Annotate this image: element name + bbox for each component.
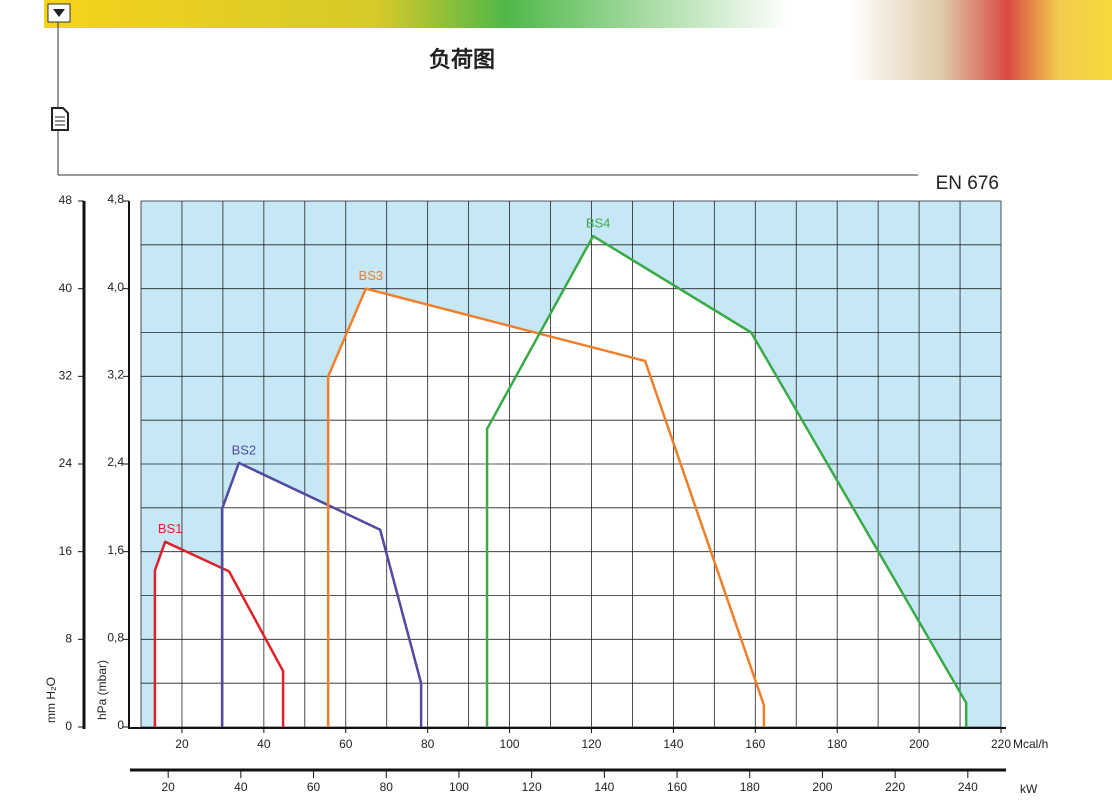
x-tick-label: 140 (663, 737, 683, 751)
load-curve (220, 461, 423, 727)
load-curve (326, 287, 766, 727)
x2-tick-label: 200 (812, 780, 832, 794)
y-tick-label: 3,2 (107, 368, 124, 382)
y-tick-label: 4,0 (107, 280, 124, 294)
series-label: BS3 (359, 268, 384, 283)
page-title: 负荷图 (429, 47, 495, 72)
header-image (850, 0, 1112, 80)
x-tick-label: 160 (745, 737, 765, 751)
x-tick-label: 100 (500, 737, 520, 751)
y2-tick-label: 32 (59, 369, 73, 383)
y2-tick-label: 24 (59, 456, 73, 470)
y2-tick-label: 48 (59, 193, 73, 207)
x-tick-label: 120 (581, 737, 601, 751)
y2-tick-label: 16 (59, 544, 73, 558)
x-tick-label: 200 (909, 737, 929, 751)
y-tick-label: 0 (117, 718, 124, 732)
y-tick-label: 1,6 (107, 543, 124, 557)
load-curve (153, 540, 285, 727)
y-tick-label: 0,8 (107, 631, 124, 645)
series-label: BS4 (586, 216, 611, 231)
x2-tick-label: 120 (522, 780, 542, 794)
standard-label: EN 676 (936, 173, 999, 194)
x2-tick-label: 20 (161, 780, 175, 794)
y2-tick-label: 0 (65, 719, 72, 733)
x-axis-label: Mcal/h (1013, 737, 1048, 751)
y-tick-label: 4,8 (107, 192, 124, 206)
y2-tick-label: 8 (65, 632, 72, 646)
y-axis-label: hPa (mbar) (95, 660, 109, 720)
x2-tick-label: 160 (667, 780, 687, 794)
header-bar (44, 0, 789, 28)
load-area (487, 236, 967, 728)
x2-tick-label: 80 (380, 780, 394, 794)
x-tick-label: 220 (991, 737, 1011, 751)
x-tick-label: 180 (827, 737, 847, 751)
series-label: BS2 (232, 442, 257, 457)
series-label: BS1 (158, 521, 183, 536)
x2-tick-label: 180 (740, 780, 760, 794)
x-tick-label: 20 (175, 737, 189, 751)
x-tick-label: 60 (339, 737, 353, 751)
x2-tick-label: 140 (594, 780, 614, 794)
x2-tick-label: 100 (449, 780, 469, 794)
document-icon[interactable] (51, 107, 69, 131)
x2-tick-label: 220 (885, 780, 905, 794)
x-tick-label: 40 (257, 737, 271, 751)
x2-tick-label: 60 (307, 780, 321, 794)
x2-axis-label: kW (1020, 782, 1038, 796)
x-tick-label: 80 (421, 737, 435, 751)
load-curve (485, 234, 968, 727)
menu-arrow (53, 9, 65, 17)
y2-tick-label: 40 (59, 281, 73, 295)
y2-axis-label: mm H₂O (44, 677, 58, 723)
x2-tick-label: 40 (234, 780, 248, 794)
x2-tick-label: 240 (958, 780, 978, 794)
y-tick-label: 2,4 (107, 455, 124, 469)
